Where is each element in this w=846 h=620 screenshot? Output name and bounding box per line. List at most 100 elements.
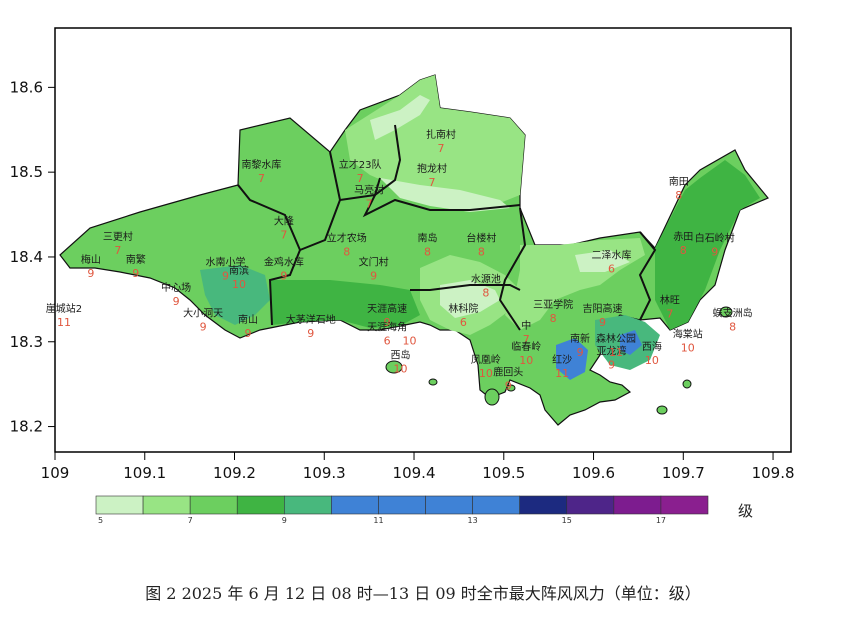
zone-lightest-north	[380, 178, 510, 212]
station-name: 马亮村	[354, 183, 384, 196]
station-gust-value: 11	[555, 367, 569, 380]
station-gust-value: 8	[343, 246, 350, 259]
legend-label: 13	[468, 516, 478, 525]
station-name: 海棠站	[673, 328, 703, 341]
station-name: 南山	[238, 313, 258, 326]
zone-dark-west	[270, 280, 420, 328]
station-name: 立才23队	[339, 158, 382, 171]
legend-swatch	[425, 495, 473, 515]
station-name: 蜈支洲岛	[713, 306, 753, 319]
station-name: 抱龙村	[417, 162, 447, 175]
legend-label: 17	[656, 516, 666, 525]
station-name: 中	[521, 319, 531, 332]
station-name: 天涯海角	[367, 321, 407, 334]
legend-swatch	[236, 495, 285, 515]
x-tick-label: 109.8	[752, 464, 795, 482]
station-gust-value: 9	[577, 346, 584, 359]
y-tick-label: 18.3	[10, 333, 43, 351]
station-name: 亚龙湾	[596, 344, 626, 357]
station-name: 鹿回头	[493, 366, 523, 379]
legend-swatch	[613, 495, 662, 515]
station-name: 南繁	[126, 253, 146, 266]
legend-swatch	[331, 495, 379, 515]
station-name: 白石岭村	[695, 232, 735, 245]
zone-blue-hongsha	[556, 338, 588, 380]
x-tick-label: 109.7	[662, 464, 705, 482]
zone-light-north	[345, 75, 525, 205]
legend-swatch	[660, 495, 709, 515]
station-gust-value: 7	[280, 229, 287, 242]
legend-unit: 级	[738, 502, 754, 520]
station-name: 南滨	[229, 264, 249, 277]
station-gust-value: 7	[357, 172, 364, 185]
legend-label: 9	[282, 516, 287, 525]
station-name: 南新	[570, 332, 590, 345]
y-tick-label: 18.2	[10, 418, 43, 436]
station-gust-value: 10	[403, 335, 417, 348]
station-name: 赤田	[673, 231, 693, 243]
legend-swatch	[566, 495, 615, 515]
x-tick-label: 109.6	[572, 464, 615, 482]
station-gust-value: 7	[114, 244, 121, 257]
x-axis-ticks: 109 109.1 109.2 109.3 109.4 109.5 109.6 109.7 10…	[41, 452, 795, 482]
station-gust-value: 9	[280, 269, 287, 282]
legend-label: 7	[188, 516, 193, 525]
station-gust-value: 9	[608, 358, 615, 371]
legend-label: 11	[373, 516, 383, 525]
station-gust-value: 9	[307, 327, 314, 340]
zone-teal-south	[200, 265, 270, 325]
station-gust-value: 8	[478, 246, 485, 259]
legend-swatch	[95, 495, 144, 515]
x-tick-label: 109.3	[303, 464, 346, 482]
station-name: 森林公园	[596, 332, 636, 345]
islands	[385, 306, 733, 415]
station-gust-value: 11	[609, 346, 623, 359]
station-gust-value: 8	[680, 244, 687, 257]
station-name: 梅山	[81, 253, 101, 266]
station-gust-value: 9	[132, 267, 139, 280]
station-gust-value: 9	[370, 269, 377, 282]
station-gust-value: 10	[394, 363, 408, 376]
station-gust-value: 6	[608, 263, 615, 276]
station-gust-value: 7	[666, 308, 673, 321]
station-gust-value: 10	[519, 354, 533, 367]
station-name: 中心场	[161, 281, 191, 294]
station-name: 三更村	[103, 230, 133, 243]
land-wind-field	[59, 74, 769, 426]
station-name: 文门村	[359, 255, 389, 268]
station-gust-value: 8	[729, 320, 736, 333]
station-name: 二泽水库	[591, 249, 631, 262]
station-name: 大茅洋石地	[286, 313, 336, 326]
figure-caption: 图 2 2025 年 6 月 12 日 08 时—13 日 09 时全市最大阵风…	[145, 584, 701, 603]
station-name: 吉阳高速	[583, 302, 623, 315]
x-tick-label: 109.5	[482, 464, 525, 482]
color-legend: 5 7 9 11 13 15 17	[95, 495, 709, 525]
legend-label: 15	[562, 516, 572, 525]
district-boundaries	[237, 124, 657, 331]
station-name: 南田	[669, 175, 689, 188]
y-tick-label: 18.5	[10, 163, 43, 181]
y-tick-label: 18.4	[10, 248, 43, 266]
station-name: 台楼村	[466, 232, 496, 245]
y-axis-ticks: 18.6 18.5 18.4 18.3 18.2	[10, 78, 55, 436]
station-gust-value: 8	[424, 246, 431, 259]
station-name: 西岛	[391, 349, 411, 362]
station-name: 扎南村	[426, 128, 456, 141]
station-name: 南黎水库	[241, 158, 281, 171]
station-gust-value: 9	[384, 316, 391, 329]
station-gust-value: 9	[711, 246, 718, 259]
station-gust-value: 10	[479, 367, 493, 380]
station-name: 林科院	[448, 302, 478, 315]
station-gust-value: 10	[645, 354, 659, 367]
legend-swatch	[378, 495, 426, 515]
legend-swatch	[189, 495, 238, 515]
station-name: 金鸡水库	[264, 255, 304, 268]
station-gust-value: 8	[675, 189, 682, 202]
station-name: 林旺	[660, 294, 680, 307]
station-name: 临春岭	[511, 340, 541, 353]
x-tick-label: 109	[41, 464, 70, 482]
legend-label: 5	[98, 516, 103, 525]
station-gust-value: 9	[244, 327, 251, 340]
station-gust-value: 7	[428, 176, 435, 189]
